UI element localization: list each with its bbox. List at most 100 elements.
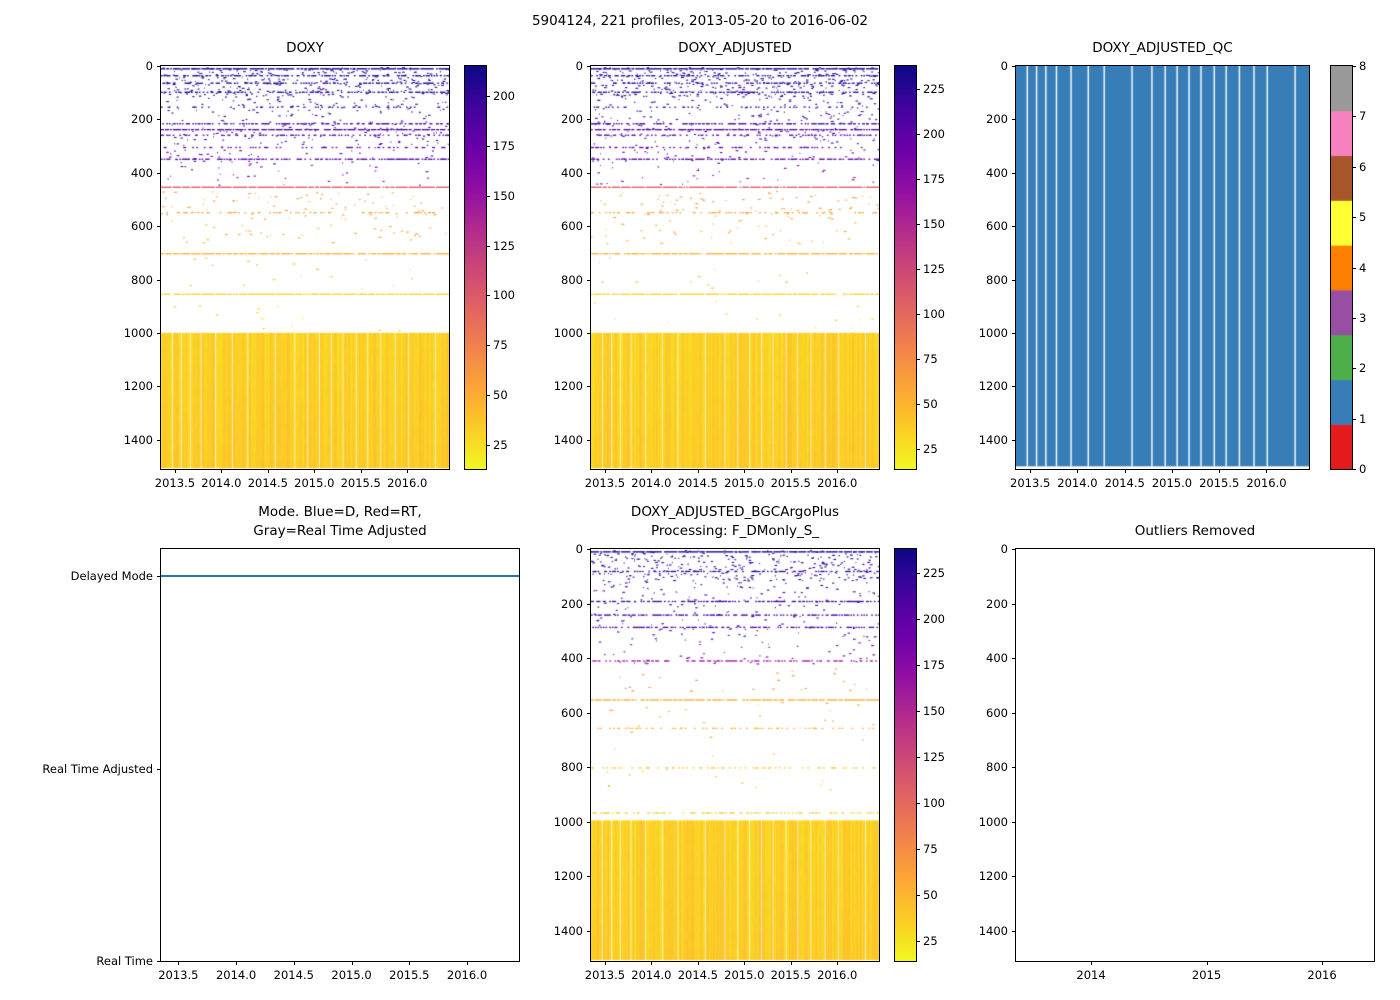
y-tick-mark — [1012, 767, 1016, 769]
colorbar-tick-mark — [916, 756, 920, 758]
colorbar-tick-label: 50 — [923, 887, 938, 902]
y-tick-label: 400 — [986, 651, 1008, 666]
subplot-doxy-adjusted-qc: DOXY_ADJUSTED_QC 2013.5 2014.0 2014.5 2015.… — [979, 40, 1310, 490]
colorbar-tick-label: 175 — [493, 138, 515, 153]
y-tick-label: 1200 — [978, 869, 1008, 884]
doxy-adjusted-qc-heatmap-canvas — [1016, 66, 1309, 469]
colorbar-tick-mark — [916, 802, 920, 804]
subplot-doxy: DOXY 2013.5 2014.0 2014.5 2015.0 2015.5 2016.… — [124, 40, 450, 490]
y-tick-mark — [1012, 386, 1016, 388]
y-tick-label: 800 — [561, 272, 583, 287]
x-tick-label: 2016.0 — [387, 476, 428, 490]
x-tick-label: 2016.0 — [446, 968, 488, 982]
x-tick-label: 2013.5 — [158, 968, 199, 982]
colorbar-tick-mark — [486, 445, 490, 447]
colorbar-tick-label: 125 — [923, 749, 945, 764]
colorbar-tick-label: 200 — [493, 88, 515, 103]
colorbar-tick-mark — [1352, 217, 1356, 219]
colorbar-tick-label: 100 — [923, 795, 945, 810]
y-tick-mark — [1012, 279, 1016, 281]
y-tick-label: 600 — [131, 219, 153, 234]
x-tick-label: 2015.0 — [331, 968, 372, 982]
y-tick-mark — [157, 226, 161, 228]
colorbar-tick-mark — [1352, 368, 1356, 370]
x-tick-label: 2016.0 — [1246, 476, 1287, 490]
colorbar-tick-label: 1 — [1359, 411, 1367, 426]
colorbar-tick-label: 25 — [923, 442, 938, 457]
y-tick-mark — [1012, 119, 1016, 121]
colorbar-tick-label: 8 — [1359, 59, 1367, 73]
colorbar-tick-label: 50 — [923, 397, 938, 412]
y-tick-mark — [1012, 66, 1016, 67]
x-tick-mark — [744, 961, 746, 965]
subplot-doxy-adjusted-qc-title: DOXY_ADJUSTED_QC — [1092, 40, 1233, 57]
y-tick-label: 1000 — [978, 325, 1008, 340]
y-tick-mark — [1012, 658, 1016, 660]
y-tick-mark — [587, 66, 591, 67]
y-tick-label: 1400 — [553, 432, 583, 447]
subplot-mode-title: Mode. Blue=D, Red=RT, Gray=Real Time Adj… — [253, 503, 427, 540]
subplot-doxy-adjusted-bgcargoplus: DOXY_ADJUSTED_BGCArgoPlus Processing: F_… — [554, 504, 880, 982]
x-tick-mark — [178, 961, 180, 965]
x-tick-label: 2014.5 — [677, 968, 718, 982]
x-tick-label: 2014.0 — [631, 476, 672, 490]
bgcargoplus-heatmap-canvas — [591, 549, 879, 961]
colorbar-tick-label: 200 — [923, 611, 945, 626]
colorbar-tick-mark — [486, 295, 490, 297]
colorbar-tick-label: 75 — [923, 352, 938, 367]
x-tick-mark — [174, 469, 176, 473]
y-tick-mark — [587, 226, 591, 228]
y-tick-label: 600 — [986, 705, 1008, 720]
colorbar-tick-mark — [916, 848, 920, 850]
x-tick-label: 2015.5 — [1199, 476, 1240, 490]
y-tick-label: 1000 — [553, 325, 583, 340]
x-tick-label: 2016.0 — [817, 968, 858, 982]
colorbar-tick-mark — [916, 359, 920, 361]
subplot-mode: Mode. Blue=D, Red=RT, Gray=Real Time Adj… — [42, 504, 520, 982]
colorbar-tick-mark — [486, 145, 490, 147]
colorbar-tick-mark — [1352, 317, 1356, 319]
y-tick-mark — [157, 386, 161, 388]
y-tick-mark — [587, 767, 591, 769]
y-category-label: Real Time — [96, 954, 153, 968]
colorbar-tick-mark — [916, 894, 920, 896]
x-tick-mark — [1077, 469, 1079, 473]
colorbar-tick-label: 25 — [493, 438, 508, 453]
y-tick-label: 1400 — [553, 923, 583, 938]
y-tick-mark — [1012, 712, 1016, 714]
x-tick-label: 2013.5 — [154, 476, 196, 490]
colorbar-tick-mark — [916, 404, 920, 406]
y-tick-label: 400 — [561, 165, 583, 180]
x-tick-mark — [790, 961, 792, 965]
doxy-heatmap-canvas — [161, 66, 449, 469]
colorbar-tick-mark — [916, 89, 920, 91]
colorbar-tick-label: 125 — [923, 262, 945, 277]
x-tick-mark — [651, 469, 653, 473]
y-tick-mark — [157, 279, 161, 281]
x-tick-label: 2015.5 — [340, 476, 381, 490]
colorbar-tick-mark — [486, 395, 490, 397]
colorbar-tick-label: 7 — [1359, 109, 1367, 124]
y-tick-label: 0 — [575, 542, 583, 556]
colorbar-tick-label: 5 — [1359, 210, 1367, 225]
colorbar-tick-mark — [916, 618, 920, 620]
delayed-mode-line — [161, 574, 519, 577]
y-tick-mark — [587, 332, 591, 334]
x-tick-label: 2015.5 — [389, 968, 430, 982]
y-tick-label: 600 — [561, 219, 583, 234]
colorbar-tick-label: 3 — [1359, 310, 1367, 325]
colorbar-tick-label: 150 — [493, 188, 515, 203]
doxy-adjusted-colorbar-gradient — [895, 66, 916, 469]
y-tick-label: 800 — [986, 760, 1008, 775]
x-tick-mark — [651, 961, 653, 965]
x-tick-mark — [1206, 961, 1208, 965]
doxy-adjusted-colorbar: 25 50 75 100 125 150 175 200 225 — [894, 65, 945, 470]
y-tick-label: 1000 — [553, 814, 583, 829]
x-tick-label: 2014.0 — [631, 968, 672, 982]
colorbar-tick-label: 2 — [1359, 361, 1367, 376]
colorbar-tick-label: 4 — [1359, 260, 1367, 275]
colorbar-tick-mark — [1352, 418, 1356, 420]
y-tick-label: 800 — [131, 272, 153, 287]
y-tick-label: 800 — [986, 272, 1008, 287]
